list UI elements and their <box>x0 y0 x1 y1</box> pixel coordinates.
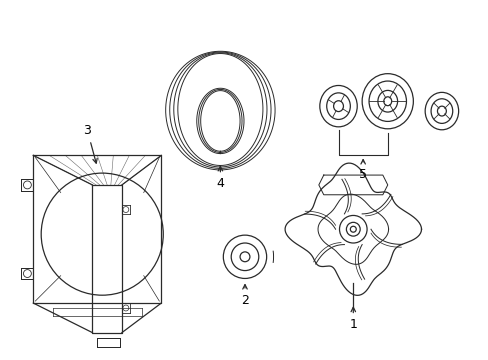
Text: 4: 4 <box>216 166 224 190</box>
Text: 2: 2 <box>241 285 248 307</box>
Text: 5: 5 <box>358 159 366 181</box>
Text: 1: 1 <box>348 307 357 331</box>
Text: 3: 3 <box>83 124 97 163</box>
